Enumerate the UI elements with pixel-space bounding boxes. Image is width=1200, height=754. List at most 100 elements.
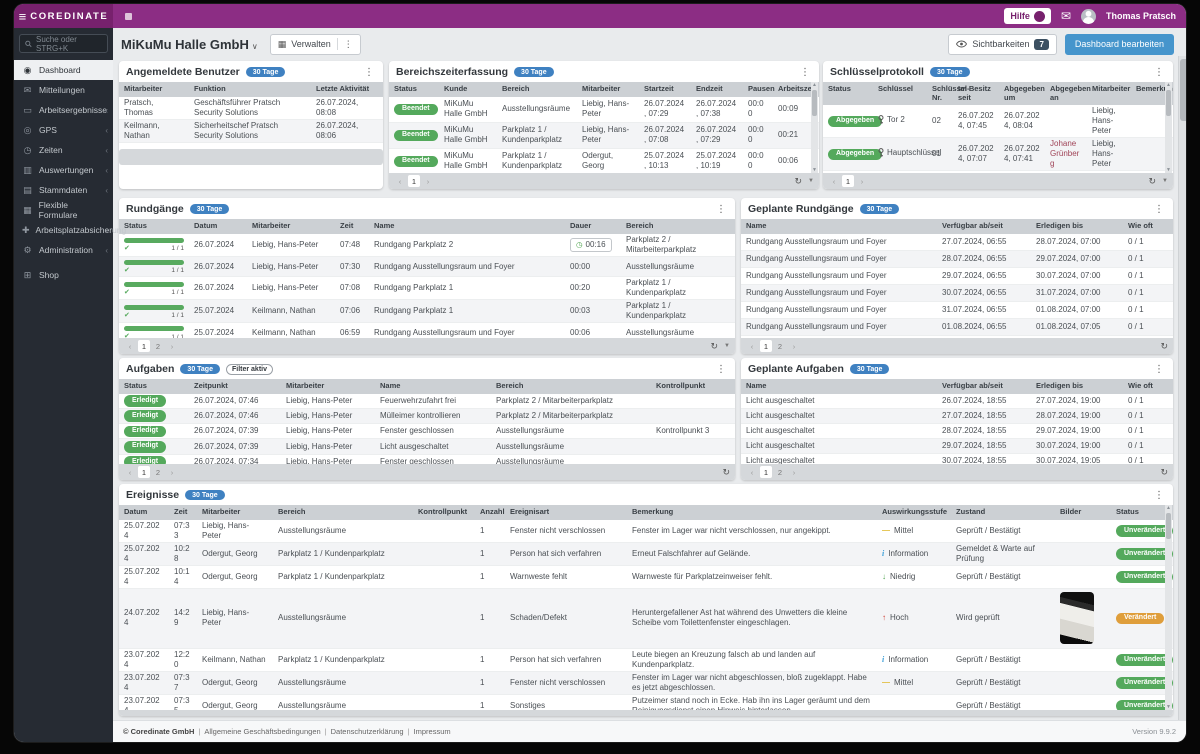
edit-dashboard-button[interactable]: Dashboard bearbeiten: [1064, 33, 1174, 55]
page-button[interactable]: 2: [155, 341, 161, 351]
prev-page-button[interactable]: ‹: [750, 467, 754, 477]
column-header[interactable]: Schlüssel: [878, 84, 914, 93]
sidebar-item-gps[interactable]: ◎ GPS ‹: [14, 120, 113, 140]
page-button[interactable]: 2: [777, 341, 783, 351]
column-header[interactable]: Abgegeben um: [1004, 84, 1045, 102]
panel-menu-button[interactable]: ⋮: [364, 66, 374, 78]
column-header[interactable]: Name: [746, 381, 767, 390]
sidebar-item-arbeitsergebnisse[interactable]: ▭ Arbeitsergebnisse ‹: [14, 100, 113, 120]
refresh-icon[interactable]: ↻: [1160, 340, 1168, 351]
column-header[interactable]: Kontrollpunkt: [656, 381, 706, 390]
prev-page-button[interactable]: ‹: [750, 341, 754, 351]
sidebar-item-administration[interactable]: ⚙ Administration ‹: [14, 240, 113, 260]
column-header[interactable]: Status: [394, 84, 417, 93]
panel-menu-button[interactable]: ⋮: [1154, 363, 1164, 375]
column-header[interactable]: Erledigen bis: [1036, 381, 1084, 390]
window-photo[interactable]: [1060, 592, 1094, 645]
scroll-down-icon[interactable]: ▼: [1162, 178, 1168, 184]
panel-menu-button[interactable]: ⋮: [716, 363, 726, 375]
column-header[interactable]: Arbeitszeit: [778, 84, 817, 93]
prev-page-button[interactable]: ‹: [128, 341, 132, 351]
scroll-down-icon[interactable]: ▼: [808, 178, 814, 184]
page-button[interactable]: 1: [408, 175, 420, 187]
next-page-button[interactable]: ›: [860, 176, 864, 186]
user-name[interactable]: Thomas Pratsch: [1105, 11, 1176, 21]
column-header[interactable]: Auswirkungsstufe: [882, 507, 948, 516]
panel-menu-button[interactable]: ⋮: [1154, 66, 1164, 78]
sidebar-item-arbeitsplatzabsicherung[interactable]: ✚ Arbeitsplatzabsicherung ‹: [14, 220, 126, 240]
sidebar-item-auswertungen[interactable]: ▥ Auswertungen ‹: [14, 160, 113, 180]
column-header[interactable]: Schlüssel-Nr.: [932, 84, 970, 102]
panel-menu-button[interactable]: ⋮: [1154, 489, 1164, 501]
page-button[interactable]: 1: [760, 466, 772, 478]
column-header[interactable]: Status: [124, 221, 147, 230]
column-header[interactable]: Bereich: [496, 381, 524, 390]
column-header[interactable]: Wie oft: [1128, 221, 1153, 230]
panel-scrollbar[interactable]: ▲ ▼: [1165, 505, 1172, 710]
scroll-down-icon[interactable]: ▼: [724, 343, 730, 349]
column-header[interactable]: Mitarbeiter: [124, 84, 163, 93]
panel-menu-button[interactable]: ⋮: [716, 203, 726, 215]
column-header[interactable]: Zeitpunkt: [194, 381, 228, 390]
column-header[interactable]: Bemerkung: [632, 507, 674, 516]
user-avatar[interactable]: [1080, 8, 1096, 24]
column-header[interactable]: Mitarbeiter: [252, 221, 291, 230]
coredinate-logo[interactable]: ≡ COREDINATE: [14, 4, 113, 28]
column-header[interactable]: Datum: [194, 221, 218, 230]
column-header[interactable]: Dauer: [570, 221, 592, 230]
column-header[interactable]: Letzte Aktivität: [316, 84, 370, 93]
panel-scrollbar[interactable]: ▲ ▼: [811, 82, 818, 173]
sidebar-item-dashboard[interactable]: ◉ Dashboard: [14, 60, 113, 80]
panel-scrollbar[interactable]: ▲ ▼: [1165, 82, 1172, 173]
next-page-button[interactable]: ›: [170, 341, 174, 351]
sidebar-item-zeiten[interactable]: ◷ Zeiten ‹: [14, 140, 113, 160]
person-link[interactable]: Johane Grünberg: [1050, 139, 1080, 169]
next-page-button[interactable]: ›: [426, 176, 430, 186]
column-header[interactable]: Bereich: [502, 84, 530, 93]
mail-icon[interactable]: ✉: [1060, 9, 1071, 23]
column-header[interactable]: Zustand: [956, 507, 986, 516]
page-button[interactable]: 1: [138, 466, 150, 478]
column-header[interactable]: Abgegeben an: [1050, 84, 1091, 102]
panel-menu-button[interactable]: ⋮: [1154, 203, 1164, 215]
manage-button[interactable]: ▦ Verwalten ⋮: [269, 33, 361, 55]
column-header[interactable]: Kontrollpunkt: [418, 507, 468, 516]
next-page-button[interactable]: ›: [792, 341, 796, 351]
column-header[interactable]: Bilder: [1060, 507, 1082, 516]
panel-menu-button[interactable]: ⋮: [800, 66, 810, 78]
page-button[interactable]: 2: [777, 467, 783, 477]
prev-page-button[interactable]: ‹: [398, 176, 402, 186]
sidebar-item-shop[interactable]: ⊞ Shop: [14, 265, 113, 285]
sidebar-item-flexible-formulare[interactable]: ▦ Flexible Formulare: [14, 200, 113, 220]
column-header[interactable]: Pausen: [748, 84, 775, 93]
column-header[interactable]: Status: [124, 381, 147, 390]
column-header[interactable]: Funktion: [194, 84, 226, 93]
column-header[interactable]: Mitarbeiter: [286, 381, 325, 390]
page-button[interactable]: 1: [760, 340, 772, 352]
prev-page-button[interactable]: ‹: [832, 176, 836, 186]
column-header[interactable]: Endzeit: [696, 84, 723, 93]
column-header[interactable]: Mitarbeiter: [1092, 84, 1131, 93]
column-header[interactable]: Bemerkung: [1136, 84, 1173, 93]
column-header[interactable]: Name: [380, 381, 401, 390]
column-header[interactable]: Datum: [124, 507, 148, 516]
column-header[interactable]: Verfügbar ab/seit: [942, 221, 1003, 230]
column-header[interactable]: Ereignisart: [510, 507, 550, 516]
column-header[interactable]: Zeit: [174, 507, 188, 516]
sidebar-item-stammdaten[interactable]: ▤ Stammdaten ‹: [14, 180, 113, 200]
refresh-icon[interactable]: ↻: [1148, 175, 1157, 186]
page-button[interactable]: 1: [842, 175, 854, 187]
column-header[interactable]: Mitarbeiter: [202, 507, 241, 516]
visibilities-button[interactable]: Sichtbarkeiten 7: [948, 33, 1057, 55]
column-header[interactable]: Name: [746, 221, 767, 230]
next-page-button[interactable]: ›: [170, 467, 174, 477]
search-input[interactable]: Suche oder STRG+K: [19, 34, 108, 53]
company-selector[interactable]: MiKuMu Halle GmbH ∨: [121, 36, 258, 52]
column-header[interactable]: Bereich: [626, 221, 654, 230]
column-header[interactable]: Mitarbeiter: [582, 84, 621, 93]
column-header[interactable]: Erledigen bis: [1036, 221, 1084, 230]
footer-link-agb[interactable]: Allgemeine Geschäftsbedingungen: [204, 727, 321, 736]
column-header[interactable]: Name: [374, 221, 395, 230]
sidebar-item-mitteilungen[interactable]: ✉ Mitteilungen: [14, 80, 113, 100]
page-button[interactable]: 1: [138, 340, 150, 352]
